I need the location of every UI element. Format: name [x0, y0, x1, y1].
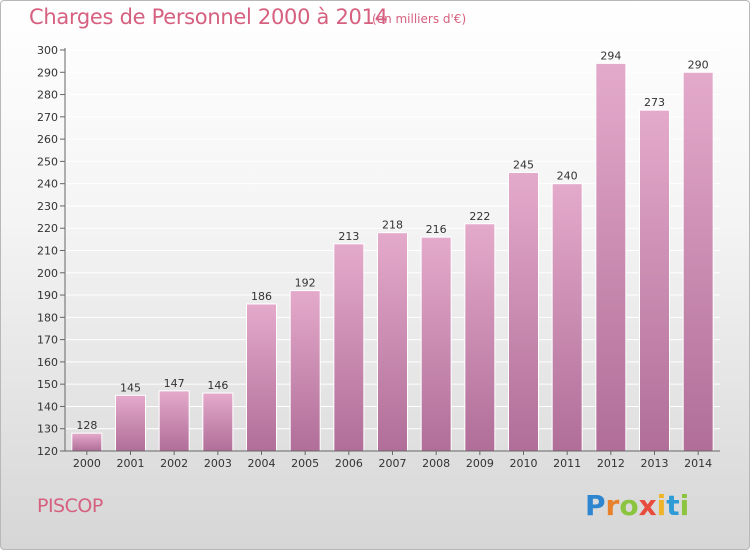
- y-tick-label: 160: [37, 356, 58, 369]
- logo-letter: x: [638, 489, 657, 522]
- bars: [71, 62, 714, 452]
- bar-2002: [158, 390, 190, 452]
- y-tick-label: 190: [37, 289, 58, 302]
- logo-letter: o: [619, 489, 639, 522]
- x-tick-label-2010: 2010: [510, 457, 538, 470]
- bar-2009: [464, 223, 496, 452]
- y-tick-label: 120: [37, 445, 58, 458]
- bar-2011: [551, 183, 583, 452]
- x-tick-label-2014: 2014: [684, 457, 712, 470]
- x-tick-label-2004: 2004: [248, 457, 276, 470]
- y-tick-label: 140: [37, 400, 58, 413]
- y-tick-label: 290: [37, 66, 58, 79]
- logo-letter: i: [656, 489, 667, 522]
- x-tick-label-2001: 2001: [117, 457, 145, 470]
- bar-2006: [333, 243, 365, 452]
- logo-letter: P: [585, 489, 606, 522]
- data-label-2012: 294: [600, 49, 621, 62]
- data-label-2013: 273: [644, 96, 665, 109]
- data-label-2003: 146: [207, 379, 228, 392]
- x-tick-label-2005: 2005: [291, 457, 319, 470]
- proxiti-logo: Proxiti: [585, 489, 689, 522]
- x-tick-label-2013: 2013: [641, 457, 669, 470]
- place-name: PISCOP: [37, 495, 103, 517]
- x-tick-label-2011: 2011: [553, 457, 581, 470]
- x-tick-label-2006: 2006: [335, 457, 363, 470]
- y-tick-label: 210: [37, 245, 58, 258]
- data-label-2004: 186: [251, 290, 272, 303]
- data-label-2011: 240: [557, 170, 578, 183]
- y-tick-label: 260: [37, 133, 58, 146]
- y-tick-label: 230: [37, 200, 58, 213]
- labels: 120 130 140 150 160 170 180 190 200 210 220 230 240 2…: [37, 44, 712, 470]
- data-label-2005: 192: [295, 277, 316, 290]
- x-tick-label-2003: 2003: [204, 457, 232, 470]
- x-tick-label-2009: 2009: [466, 457, 494, 470]
- x-tick-label-2008: 2008: [422, 457, 450, 470]
- chart-title: Charges de Personnel 2000 à 2014: [29, 5, 388, 29]
- y-tick-label: 270: [37, 111, 58, 124]
- y-tick-label: 200: [37, 267, 58, 280]
- y-tick-label: 300: [37, 44, 58, 57]
- chart-subtitle: (en milliers d'€): [372, 12, 467, 26]
- logo-letter: t: [666, 489, 680, 522]
- y-tick-label: 170: [37, 334, 58, 347]
- bar-2001: [115, 394, 146, 452]
- logo-letter: i: [679, 489, 690, 522]
- y-tick-label: 180: [37, 311, 58, 324]
- data-label-2007: 218: [382, 219, 403, 232]
- data-label-2006: 213: [338, 230, 359, 243]
- logo-letter: r: [605, 489, 620, 522]
- x-tick-label-2000: 2000: [73, 457, 101, 470]
- data-label-2002: 147: [164, 377, 185, 390]
- data-label-2009: 222: [469, 210, 490, 223]
- x-tick-label-2012: 2012: [597, 457, 625, 470]
- axes: [60, 48, 720, 455]
- y-tick-label: 250: [37, 155, 58, 168]
- data-label-2001: 145: [120, 381, 141, 394]
- data-label-2000: 128: [76, 419, 97, 432]
- bar-2004: [246, 303, 277, 452]
- x-tick-label-2002: 2002: [160, 457, 188, 470]
- bar-2007: [377, 232, 408, 452]
- y-tick-label: 280: [37, 89, 58, 102]
- data-label-2008: 216: [426, 223, 447, 236]
- bar-2000: [71, 432, 103, 452]
- x-tick-label-2007: 2007: [379, 457, 407, 470]
- bar-2014: [682, 71, 714, 452]
- bar-2003: [202, 392, 234, 452]
- y-tick-label: 240: [37, 178, 58, 191]
- data-label-2014: 290: [688, 58, 709, 71]
- bar-2013: [639, 109, 670, 452]
- y-tick-label: 130: [37, 423, 58, 436]
- y-tick-label: 220: [37, 222, 58, 235]
- bar-2008: [420, 236, 452, 452]
- bar-2012: [595, 62, 627, 452]
- bar-2010: [508, 172, 539, 452]
- bar-2005: [289, 290, 321, 452]
- y-tick-label: 150: [37, 378, 58, 391]
- data-label-2010: 245: [513, 159, 534, 172]
